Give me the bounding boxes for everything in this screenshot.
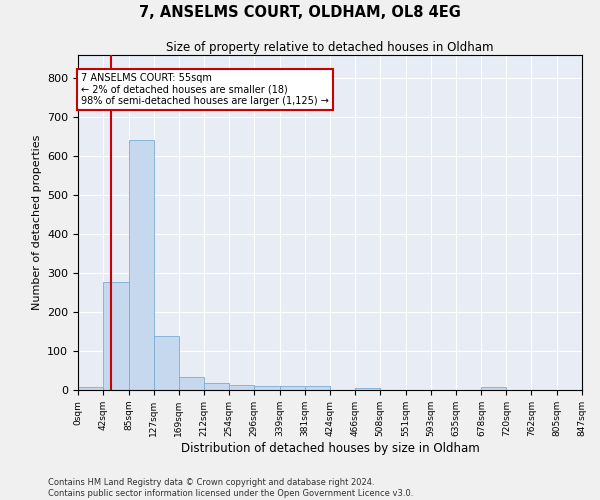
Bar [229, 386, 254, 390]
X-axis label: Distribution of detached houses by size in Oldham: Distribution of detached houses by size … [181, 442, 479, 454]
Bar [481, 388, 506, 390]
Y-axis label: Number of detached properties: Number of detached properties [32, 135, 41, 310]
Bar [355, 388, 380, 390]
Title: Size of property relative to detached houses in Oldham: Size of property relative to detached ho… [166, 41, 494, 54]
Bar [305, 386, 330, 390]
Bar [254, 386, 280, 390]
Bar [128, 140, 154, 390]
Bar [103, 282, 128, 390]
Bar [78, 387, 103, 390]
Bar [154, 336, 179, 390]
Text: 7 ANSELMS COURT: 55sqm
← 2% of detached houses are smaller (18)
98% of semi-deta: 7 ANSELMS COURT: 55sqm ← 2% of detached … [81, 72, 329, 106]
Bar [179, 377, 204, 390]
Bar [280, 386, 305, 390]
Text: Contains HM Land Registry data © Crown copyright and database right 2024.
Contai: Contains HM Land Registry data © Crown c… [48, 478, 413, 498]
Text: 7, ANSELMS COURT, OLDHAM, OL8 4EG: 7, ANSELMS COURT, OLDHAM, OL8 4EG [139, 5, 461, 20]
Bar [204, 382, 229, 390]
